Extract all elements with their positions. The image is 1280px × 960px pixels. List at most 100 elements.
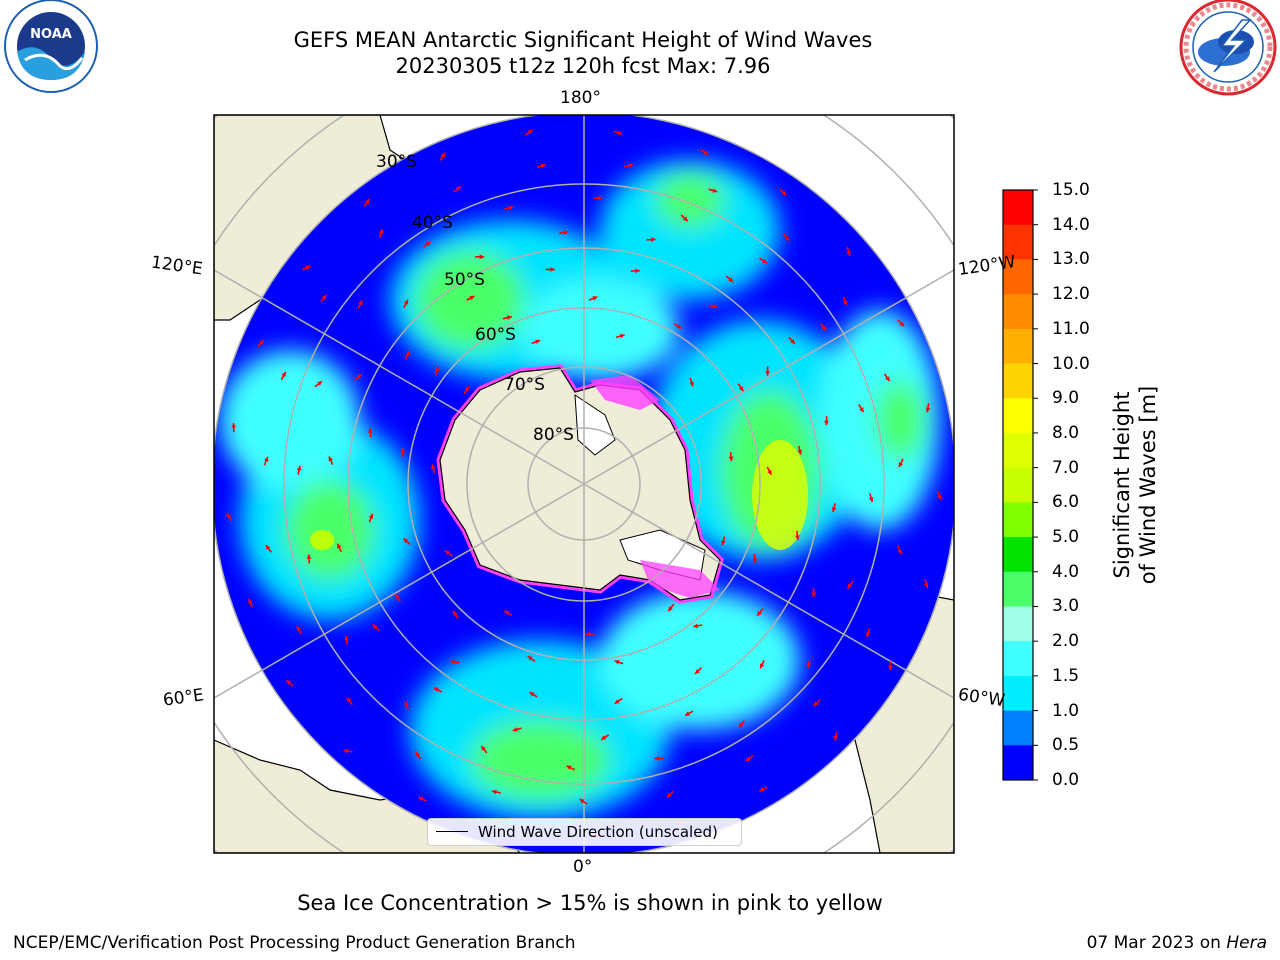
wave-arrow-head <box>790 339 795 344</box>
colorbar-tick-label: 8.0 <box>1052 422 1080 443</box>
wave-arrow-head <box>685 711 691 716</box>
colorbar-frame <box>1002 189 1034 781</box>
wave-arrow-head <box>527 656 533 661</box>
lon-label-0: 0° <box>573 857 593 877</box>
title-line-2: 20230305 t12z 120h fcst Max: 7.96 <box>395 54 771 78</box>
wave-arrow-head <box>897 549 902 555</box>
colorbar-tick-label: 2.0 <box>1052 631 1080 652</box>
wave-arrow-head <box>728 277 734 282</box>
wave-arrow-head <box>695 669 700 674</box>
wave-arrow-head <box>712 188 718 193</box>
wave-arrow-head <box>368 513 374 519</box>
wave-arrow-head <box>847 583 853 589</box>
colorbar-tick-label: 15.0 <box>1052 180 1090 200</box>
wave-arrow-head <box>668 606 673 612</box>
wave-arrow-head <box>667 792 672 798</box>
wave-arrow-head <box>614 699 620 704</box>
legend-line-swatch <box>436 831 468 832</box>
wave-arrow-head <box>404 701 409 707</box>
colorbar-tick-label: 7.0 <box>1052 457 1080 478</box>
colorbar-tick-label: 3.0 <box>1052 596 1080 617</box>
wave-arrow-head <box>784 235 790 241</box>
wave-arrow-head <box>765 371 770 376</box>
colorbar-tick-label: 0.5 <box>1052 735 1080 756</box>
wave-arrow-head <box>344 635 349 641</box>
wave-arrow-head <box>762 258 767 264</box>
wave-arrow-head <box>738 722 744 728</box>
wave-arrow-head <box>767 469 772 475</box>
wave-arrow-head <box>868 497 874 502</box>
wave-arrow-head <box>378 229 384 235</box>
wave-arrow-head <box>529 692 535 697</box>
legend-label: Wind Wave Direction (unscaled) <box>478 823 718 841</box>
wave-arrow-head <box>898 462 904 467</box>
wave-arrow-head <box>550 267 555 272</box>
wave-arrow-head <box>614 660 620 665</box>
wave-arrow-head <box>431 464 436 470</box>
wave-arrow-head <box>306 554 312 559</box>
wave-arrow-head <box>434 366 440 372</box>
antarctica <box>436 364 724 604</box>
wave-arrow-head <box>358 300 363 306</box>
wave-arrow-head <box>452 611 458 616</box>
lat-label-70s: 70°S <box>504 375 545 395</box>
map-legend: Wind Wave Direction (unscaled) <box>427 818 742 846</box>
colorbar-tick-label: 12.0 <box>1052 284 1090 305</box>
wave-arrow-head <box>579 799 585 804</box>
colorbar-segment <box>1003 710 1033 746</box>
lat-label-60s: 60°S <box>475 325 516 345</box>
sea-ice-caption: Sea Ice Concentration > 15% is shown in … <box>297 891 883 915</box>
wave-arrow-head <box>506 315 512 320</box>
lat-label-80s: 80°S <box>533 425 574 445</box>
wave-arrow-head <box>842 300 848 306</box>
colorbar-segment <box>1003 224 1033 260</box>
wave-arrow-head <box>356 374 362 380</box>
wave-arrow-head <box>859 407 864 413</box>
wave-arrow-head <box>833 735 839 741</box>
wave-arrow-head <box>728 456 734 462</box>
footer-date: 07 Mar 2023 on Hera <box>1087 933 1267 953</box>
map-frame <box>213 114 955 854</box>
wave-arrow-head <box>400 447 406 453</box>
wave-arrow-head <box>444 550 450 556</box>
colorbar-tick-label: 5.0 <box>1052 527 1080 548</box>
wave-arrow-head <box>585 631 591 637</box>
colorbar-tick-label: 9.0 <box>1052 388 1080 409</box>
colorbar-segment <box>1003 745 1033 781</box>
colorbar-segment <box>1003 502 1033 538</box>
wave-arrow-head <box>346 697 352 703</box>
map-area <box>214 115 954 853</box>
wave-arrow-head <box>395 594 400 600</box>
footer-host: Hera <box>1226 933 1267 953</box>
wave-arrow-head <box>925 407 931 413</box>
wave-arrow-head <box>231 423 237 428</box>
colorbar-tick-label: 1.0 <box>1052 700 1080 721</box>
wave-arrow-head <box>654 756 659 761</box>
wave-arrow-head <box>885 376 890 382</box>
wave-arrow-head <box>305 265 311 270</box>
wave-arrow-head <box>512 727 518 732</box>
wave-arrow-head <box>527 130 533 135</box>
wave-arrow-head <box>811 592 816 597</box>
wave-arrow-head <box>433 687 439 692</box>
colorbar-segment <box>1003 467 1033 503</box>
lat-label-40s: 40°S <box>412 213 453 233</box>
wave-arrow-head <box>365 199 370 205</box>
wave-arrow-head <box>491 789 497 795</box>
wave-arrow-head <box>337 543 342 549</box>
wave-arrow-head <box>405 351 410 357</box>
wave-arrow-head <box>752 558 758 563</box>
wave-arrow-head <box>821 325 827 331</box>
wave-arrow-head <box>535 339 541 345</box>
wave-arrow-head <box>797 449 803 455</box>
wave-arrow-head <box>899 321 905 327</box>
wave-arrow-head <box>682 216 688 222</box>
wave-arrow-head <box>689 381 694 387</box>
wave-arrow-head <box>759 787 765 792</box>
colorbar-label: Significant Height of Wind Waves [m] <box>1110 385 1160 585</box>
footer-credit: NCEP/EMC/Verification Post Processing Pr… <box>13 933 576 953</box>
wave-arrow-head <box>831 507 837 512</box>
colorbar-tick-label: 1.5 <box>1052 665 1080 686</box>
noaa-logo: NOAA <box>4 0 98 93</box>
wave-arrow-head <box>450 659 456 665</box>
